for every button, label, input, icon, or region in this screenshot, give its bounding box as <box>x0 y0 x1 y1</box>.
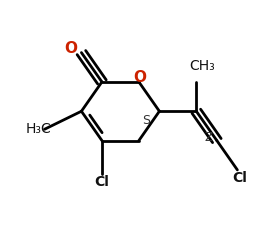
Text: CH₃: CH₃ <box>189 59 215 73</box>
Text: O: O <box>64 41 77 56</box>
Text: O: O <box>133 70 146 85</box>
Text: H₃C: H₃C <box>25 122 51 136</box>
Text: Cl: Cl <box>95 175 109 189</box>
Text: S: S <box>142 114 150 127</box>
Text: Z: Z <box>204 131 213 144</box>
Text: Cl: Cl <box>233 171 248 185</box>
